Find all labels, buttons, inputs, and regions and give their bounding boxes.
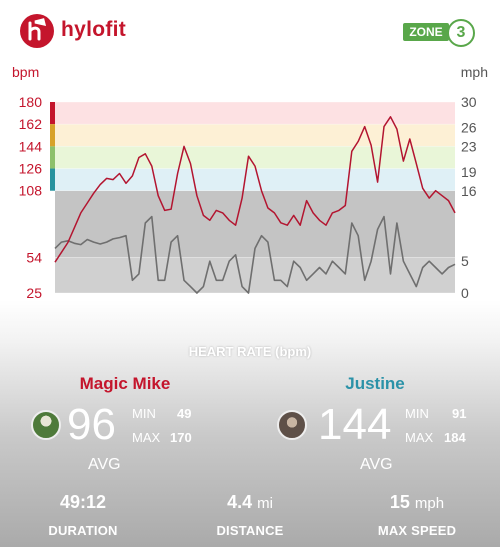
bpm-tick-label: 126 [19, 161, 43, 177]
bpm-tick-label: 108 [19, 183, 43, 199]
avg-label: AVG [88, 456, 121, 473]
zone-band [55, 146, 455, 169]
avg-heart-rate: 144 [318, 400, 392, 449]
distance-label: DISTANCE [216, 523, 284, 538]
zone-marker [50, 168, 55, 191]
mph-tick-label: 0 [461, 285, 469, 301]
duration-stat: 49:12 DURATION [0, 492, 166, 538]
bpm-unit-label: bpm [12, 64, 40, 80]
zone-band [55, 102, 455, 125]
min-value: 49 [177, 406, 192, 421]
zone-marker [50, 124, 55, 147]
mph-tick-label: 16 [461, 183, 477, 199]
max-speed-stat: 15 mph MAX SPEED [334, 492, 500, 538]
app-header: hylofit ZONE 3 [0, 0, 500, 62]
athlete-card-magic-mike[interactable]: Magic Mike 96 MIN 49 MAX 170 AVG [0, 372, 250, 482]
zone-marker [50, 102, 55, 125]
distance-unit: mi [257, 495, 273, 512]
zone-band [55, 124, 455, 147]
mph-tick-label: 19 [461, 164, 477, 180]
heart-rate-line [54, 116, 456, 263]
athlete-name: Magic Mike [79, 374, 171, 393]
bpm-tick-label: 144 [19, 138, 43, 154]
summary-panel [0, 300, 500, 547]
avg-heart-rate: 96 [67, 400, 116, 449]
speed-line [54, 215, 456, 294]
bpm-tick-label: 25 [26, 285, 42, 301]
mph-tick-label: 26 [461, 119, 477, 135]
mph-unit-label: mph [460, 64, 488, 80]
avatar [31, 410, 61, 440]
avg-label: AVG [360, 456, 393, 473]
min-value: 91 [452, 406, 467, 421]
max-label: MAX [132, 430, 161, 445]
min-label: MIN [405, 406, 429, 421]
max-label: MAX [405, 430, 434, 445]
athlete-card-justine[interactable]: Justine 144 MIN 91 MAX 184 AVG [250, 372, 500, 482]
athlete-name: Justine [345, 374, 405, 393]
heart-rate-chart: 180 162 144 126 108 54 25 30 26 23 19 16 5 0 [19, 94, 477, 301]
bpm-tick-label: 162 [19, 116, 43, 132]
distance-stat: 4.4 mi DISTANCE [167, 492, 333, 538]
zone-marker [50, 146, 55, 169]
duration-label: DURATION [48, 523, 118, 538]
min-label: MIN [132, 406, 156, 421]
hylofit-logo-icon [20, 14, 54, 48]
chart-title: HEART RATE (bpm) [188, 344, 312, 359]
mph-tick-label: 5 [461, 253, 469, 269]
zone-number: 3 [447, 19, 475, 47]
mph-tick-label: 23 [461, 139, 477, 155]
max-speed-unit: mph [414, 495, 445, 512]
max-value: 184 [444, 430, 466, 445]
max-value: 170 [170, 430, 192, 445]
bpm-tick-label: 180 [19, 94, 43, 110]
zone-label: ZONE [403, 23, 449, 41]
bpm-tick-label: 54 [26, 249, 42, 265]
mph-tick-label: 30 [461, 94, 477, 110]
app-name: hylofit [61, 18, 127, 41]
distance-value: 4.4 [227, 492, 253, 512]
zone-band [55, 168, 455, 191]
max-speed-label: MAX SPEED [377, 523, 457, 538]
max-speed-value: 15 [389, 492, 410, 512]
duration-value: 49:12 [59, 492, 107, 512]
chart-resting-band [55, 190, 455, 258]
avatar [277, 410, 307, 440]
